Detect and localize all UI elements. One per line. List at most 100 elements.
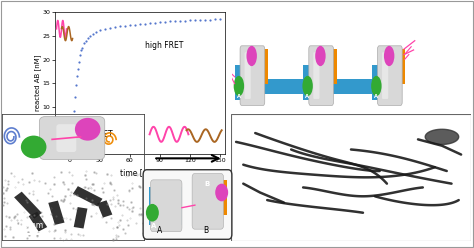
Point (106, 26, 113, 30)
FancyBboxPatch shape (246, 49, 268, 84)
Polygon shape (28, 212, 47, 231)
Point (76, 53, 83, 57)
Point (156, 20, 164, 24)
FancyBboxPatch shape (235, 65, 258, 100)
Text: A: A (157, 226, 162, 235)
Point (171, 19, 179, 23)
Point (86, 34, 93, 38)
Point (121, 24, 128, 28)
Polygon shape (97, 200, 112, 217)
FancyBboxPatch shape (313, 52, 319, 99)
Polygon shape (14, 192, 42, 219)
Text: A: A (374, 93, 378, 98)
Circle shape (371, 76, 382, 96)
Point (191, 18, 199, 22)
Point (67, 148, 74, 152)
Point (111, 25, 118, 29)
Point (211, 17, 219, 21)
FancyBboxPatch shape (382, 52, 388, 99)
FancyBboxPatch shape (149, 187, 182, 225)
Text: A: A (151, 223, 156, 229)
Point (66, 151, 73, 155)
Circle shape (146, 204, 159, 222)
FancyBboxPatch shape (143, 170, 232, 239)
Point (59, 151, 66, 155)
Polygon shape (48, 201, 64, 225)
Circle shape (234, 76, 244, 96)
Point (196, 18, 204, 22)
Point (136, 22, 144, 26)
Point (131, 23, 138, 27)
Point (101, 27, 109, 31)
Text: B: B (204, 181, 210, 187)
Point (70, 109, 77, 113)
FancyBboxPatch shape (383, 49, 405, 84)
FancyBboxPatch shape (193, 180, 227, 215)
FancyBboxPatch shape (309, 46, 333, 105)
Point (74, 67, 82, 71)
Point (161, 20, 169, 24)
Text: 100 nm: 100 nm (14, 221, 43, 230)
Text: A: A (237, 93, 241, 98)
Point (63, 151, 70, 155)
X-axis label: time [min]: time [min] (120, 168, 160, 178)
Point (69, 126, 76, 130)
Polygon shape (425, 129, 459, 144)
Point (186, 18, 194, 22)
Bar (328, 79, 372, 94)
Polygon shape (73, 186, 102, 206)
Bar (259, 79, 303, 94)
Point (82, 39, 90, 43)
Point (57, 151, 64, 155)
Point (151, 21, 159, 25)
Circle shape (21, 136, 46, 158)
Point (61, 151, 68, 155)
Text: A: A (305, 93, 310, 98)
Point (96, 28, 103, 32)
Point (181, 19, 189, 23)
Point (55, 151, 62, 155)
Point (89, 31, 96, 35)
Polygon shape (73, 207, 88, 228)
Circle shape (384, 46, 394, 66)
Circle shape (246, 46, 257, 66)
Point (65, 151, 73, 155)
Point (78, 46, 85, 50)
Circle shape (315, 46, 326, 66)
Y-axis label: reacted AB [nM]: reacted AB [nM] (34, 55, 41, 111)
Point (201, 18, 209, 22)
Point (116, 24, 124, 28)
Circle shape (215, 184, 228, 201)
Circle shape (302, 76, 313, 96)
Text: high FRET: high FRET (145, 41, 183, 50)
Point (92, 30, 100, 34)
Text: B: B (320, 39, 324, 44)
Point (141, 22, 149, 26)
Point (53, 151, 60, 155)
FancyBboxPatch shape (245, 52, 251, 99)
FancyBboxPatch shape (314, 49, 337, 84)
FancyBboxPatch shape (39, 117, 105, 160)
Point (146, 21, 154, 25)
Point (51, 151, 58, 155)
Text: B: B (252, 39, 255, 44)
Point (71, 95, 78, 99)
Circle shape (75, 118, 100, 141)
FancyBboxPatch shape (240, 46, 264, 105)
Point (176, 19, 184, 23)
Point (166, 19, 174, 23)
Point (206, 18, 214, 22)
FancyBboxPatch shape (372, 65, 396, 100)
FancyBboxPatch shape (303, 65, 327, 100)
Point (216, 17, 224, 21)
Point (75, 60, 82, 64)
Point (77, 48, 84, 52)
FancyBboxPatch shape (151, 180, 182, 232)
Point (73, 74, 81, 78)
Point (84, 36, 91, 40)
Text: 150 nm: 150 nm (404, 222, 433, 231)
Point (68, 140, 75, 144)
Point (72, 83, 79, 87)
Text: low FRET: low FRET (78, 130, 112, 139)
FancyBboxPatch shape (377, 46, 402, 105)
